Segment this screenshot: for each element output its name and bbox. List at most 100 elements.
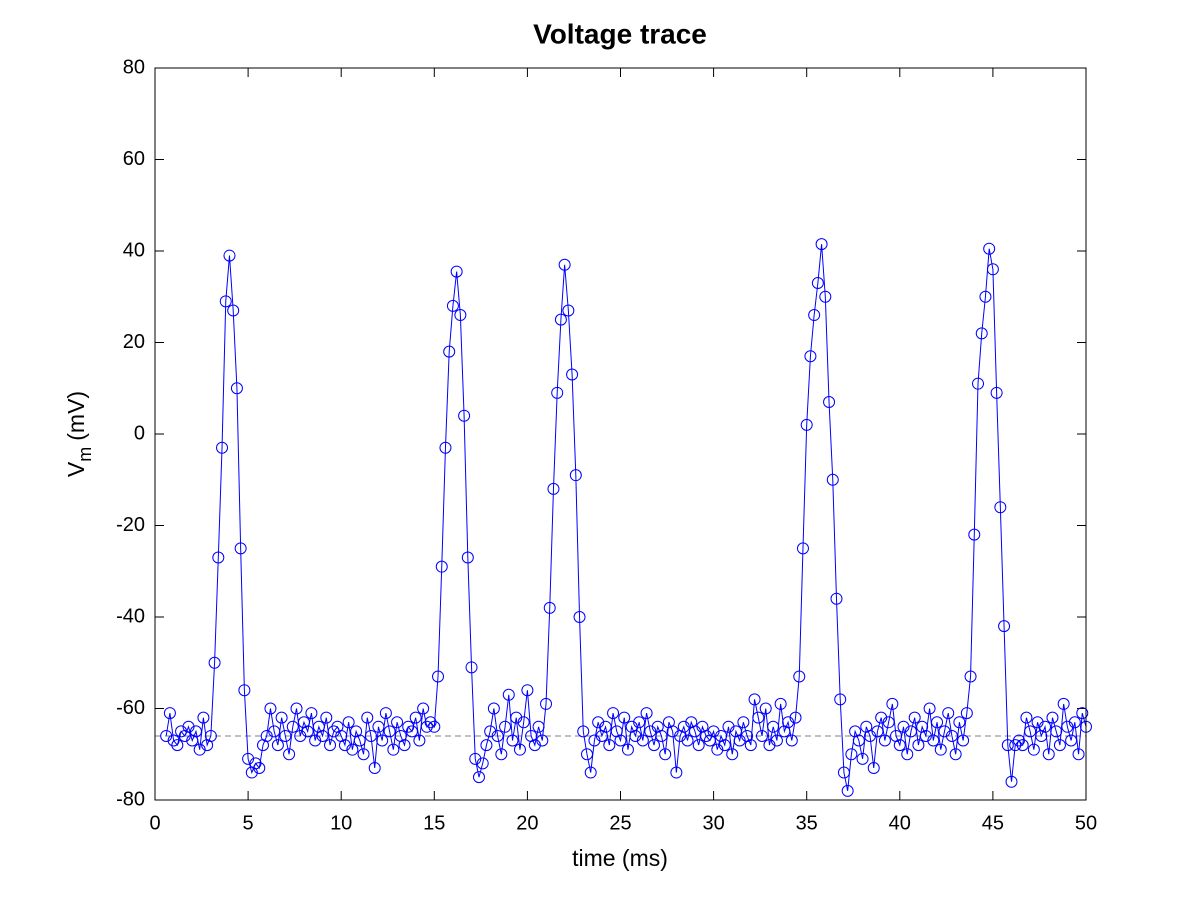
data-point: [324, 739, 337, 752]
data-point: [387, 743, 400, 756]
data-point: [532, 720, 545, 733]
data-point: [569, 469, 582, 482]
data-point: [688, 725, 701, 738]
data-point: [1061, 720, 1074, 733]
data-point: [852, 734, 865, 747]
y-axis-label: Vm (mV): [63, 391, 95, 477]
data-point: [1076, 707, 1089, 720]
data-point: [1072, 748, 1085, 761]
data-point: [770, 734, 783, 747]
data-point: [1009, 739, 1022, 752]
data-point: [212, 551, 225, 564]
data-point: [957, 734, 970, 747]
data-point: [495, 748, 508, 761]
data-point: [450, 265, 463, 278]
data-point: [871, 725, 884, 738]
data-point: [499, 720, 512, 733]
data-point: [841, 784, 854, 797]
data-point: [543, 601, 556, 614]
data-point: [878, 734, 891, 747]
data-point: [446, 299, 459, 312]
data-point: [208, 656, 221, 669]
data-point: [439, 441, 452, 454]
data-point: [361, 711, 374, 724]
data-point: [1057, 697, 1070, 710]
data-point: [264, 702, 277, 715]
x-tick-label: 50: [1075, 812, 1097, 834]
data-point: [808, 309, 821, 322]
data-point: [487, 702, 500, 715]
data-point: [491, 729, 504, 742]
data-point: [357, 748, 370, 761]
data-point: [819, 290, 832, 303]
data-point: [1042, 748, 1055, 761]
data-point: [540, 697, 553, 710]
data-point: [253, 761, 266, 774]
data-point: [275, 711, 288, 724]
y-tick-label: 80: [123, 56, 145, 78]
data-point: [283, 748, 296, 761]
data-point: [577, 725, 590, 738]
data-point: [789, 711, 802, 724]
data-point: [551, 386, 564, 399]
data-point: [1005, 775, 1018, 788]
data-point: [972, 377, 985, 390]
data-point: [327, 725, 340, 738]
data-point: [1068, 716, 1081, 729]
data-point: [722, 720, 735, 733]
data-point: [640, 707, 653, 720]
data-point: [774, 697, 787, 710]
data-point: [1039, 720, 1052, 733]
data-point: [413, 734, 426, 747]
y-tick-label: 0: [134, 422, 145, 444]
x-tick-label: 35: [796, 812, 818, 834]
data-point: [461, 551, 474, 564]
data-point: [711, 743, 724, 756]
data-point: [558, 258, 571, 271]
data-point: [945, 729, 958, 742]
data-point: [785, 734, 798, 747]
data-point: [193, 743, 206, 756]
data-point: [513, 743, 526, 756]
data-point: [748, 693, 761, 706]
x-tick-label: 10: [330, 812, 352, 834]
data-point: [837, 766, 850, 779]
data-point: [234, 542, 247, 555]
y-label-sub: m: [75, 447, 95, 462]
data-point: [629, 729, 642, 742]
x-tick-label: 15: [423, 812, 445, 834]
y-tick-label: 20: [123, 331, 145, 353]
data-point: [927, 734, 940, 747]
data-point: [864, 729, 877, 742]
data-point: [517, 716, 530, 729]
data-point: [372, 720, 385, 733]
data-point: [986, 263, 999, 276]
data-point: [260, 729, 273, 742]
data-point: [718, 739, 731, 752]
data-point: [476, 757, 489, 770]
data-point: [346, 743, 359, 756]
data-point: [834, 693, 847, 706]
data-point: [599, 720, 612, 733]
data-point: [767, 720, 780, 733]
data-point: [793, 670, 806, 683]
x-tick-label: 45: [982, 812, 1004, 834]
data-point: [763, 739, 776, 752]
data-point: [197, 711, 210, 724]
data-point: [733, 734, 746, 747]
data-point: [1031, 716, 1044, 729]
data-point: [964, 670, 977, 683]
data-point: [160, 729, 173, 742]
data-point: [942, 707, 955, 720]
data-point: [919, 729, 932, 742]
data-point: [875, 711, 888, 724]
data-point: [1046, 711, 1059, 724]
data-point: [960, 707, 973, 720]
data-point: [379, 707, 392, 720]
data-point: [804, 350, 817, 363]
y-tick-label: 60: [123, 148, 145, 170]
x-tick-label: 25: [609, 812, 631, 834]
data-point: [219, 295, 232, 308]
data-point: [882, 716, 895, 729]
data-point: [644, 725, 657, 738]
